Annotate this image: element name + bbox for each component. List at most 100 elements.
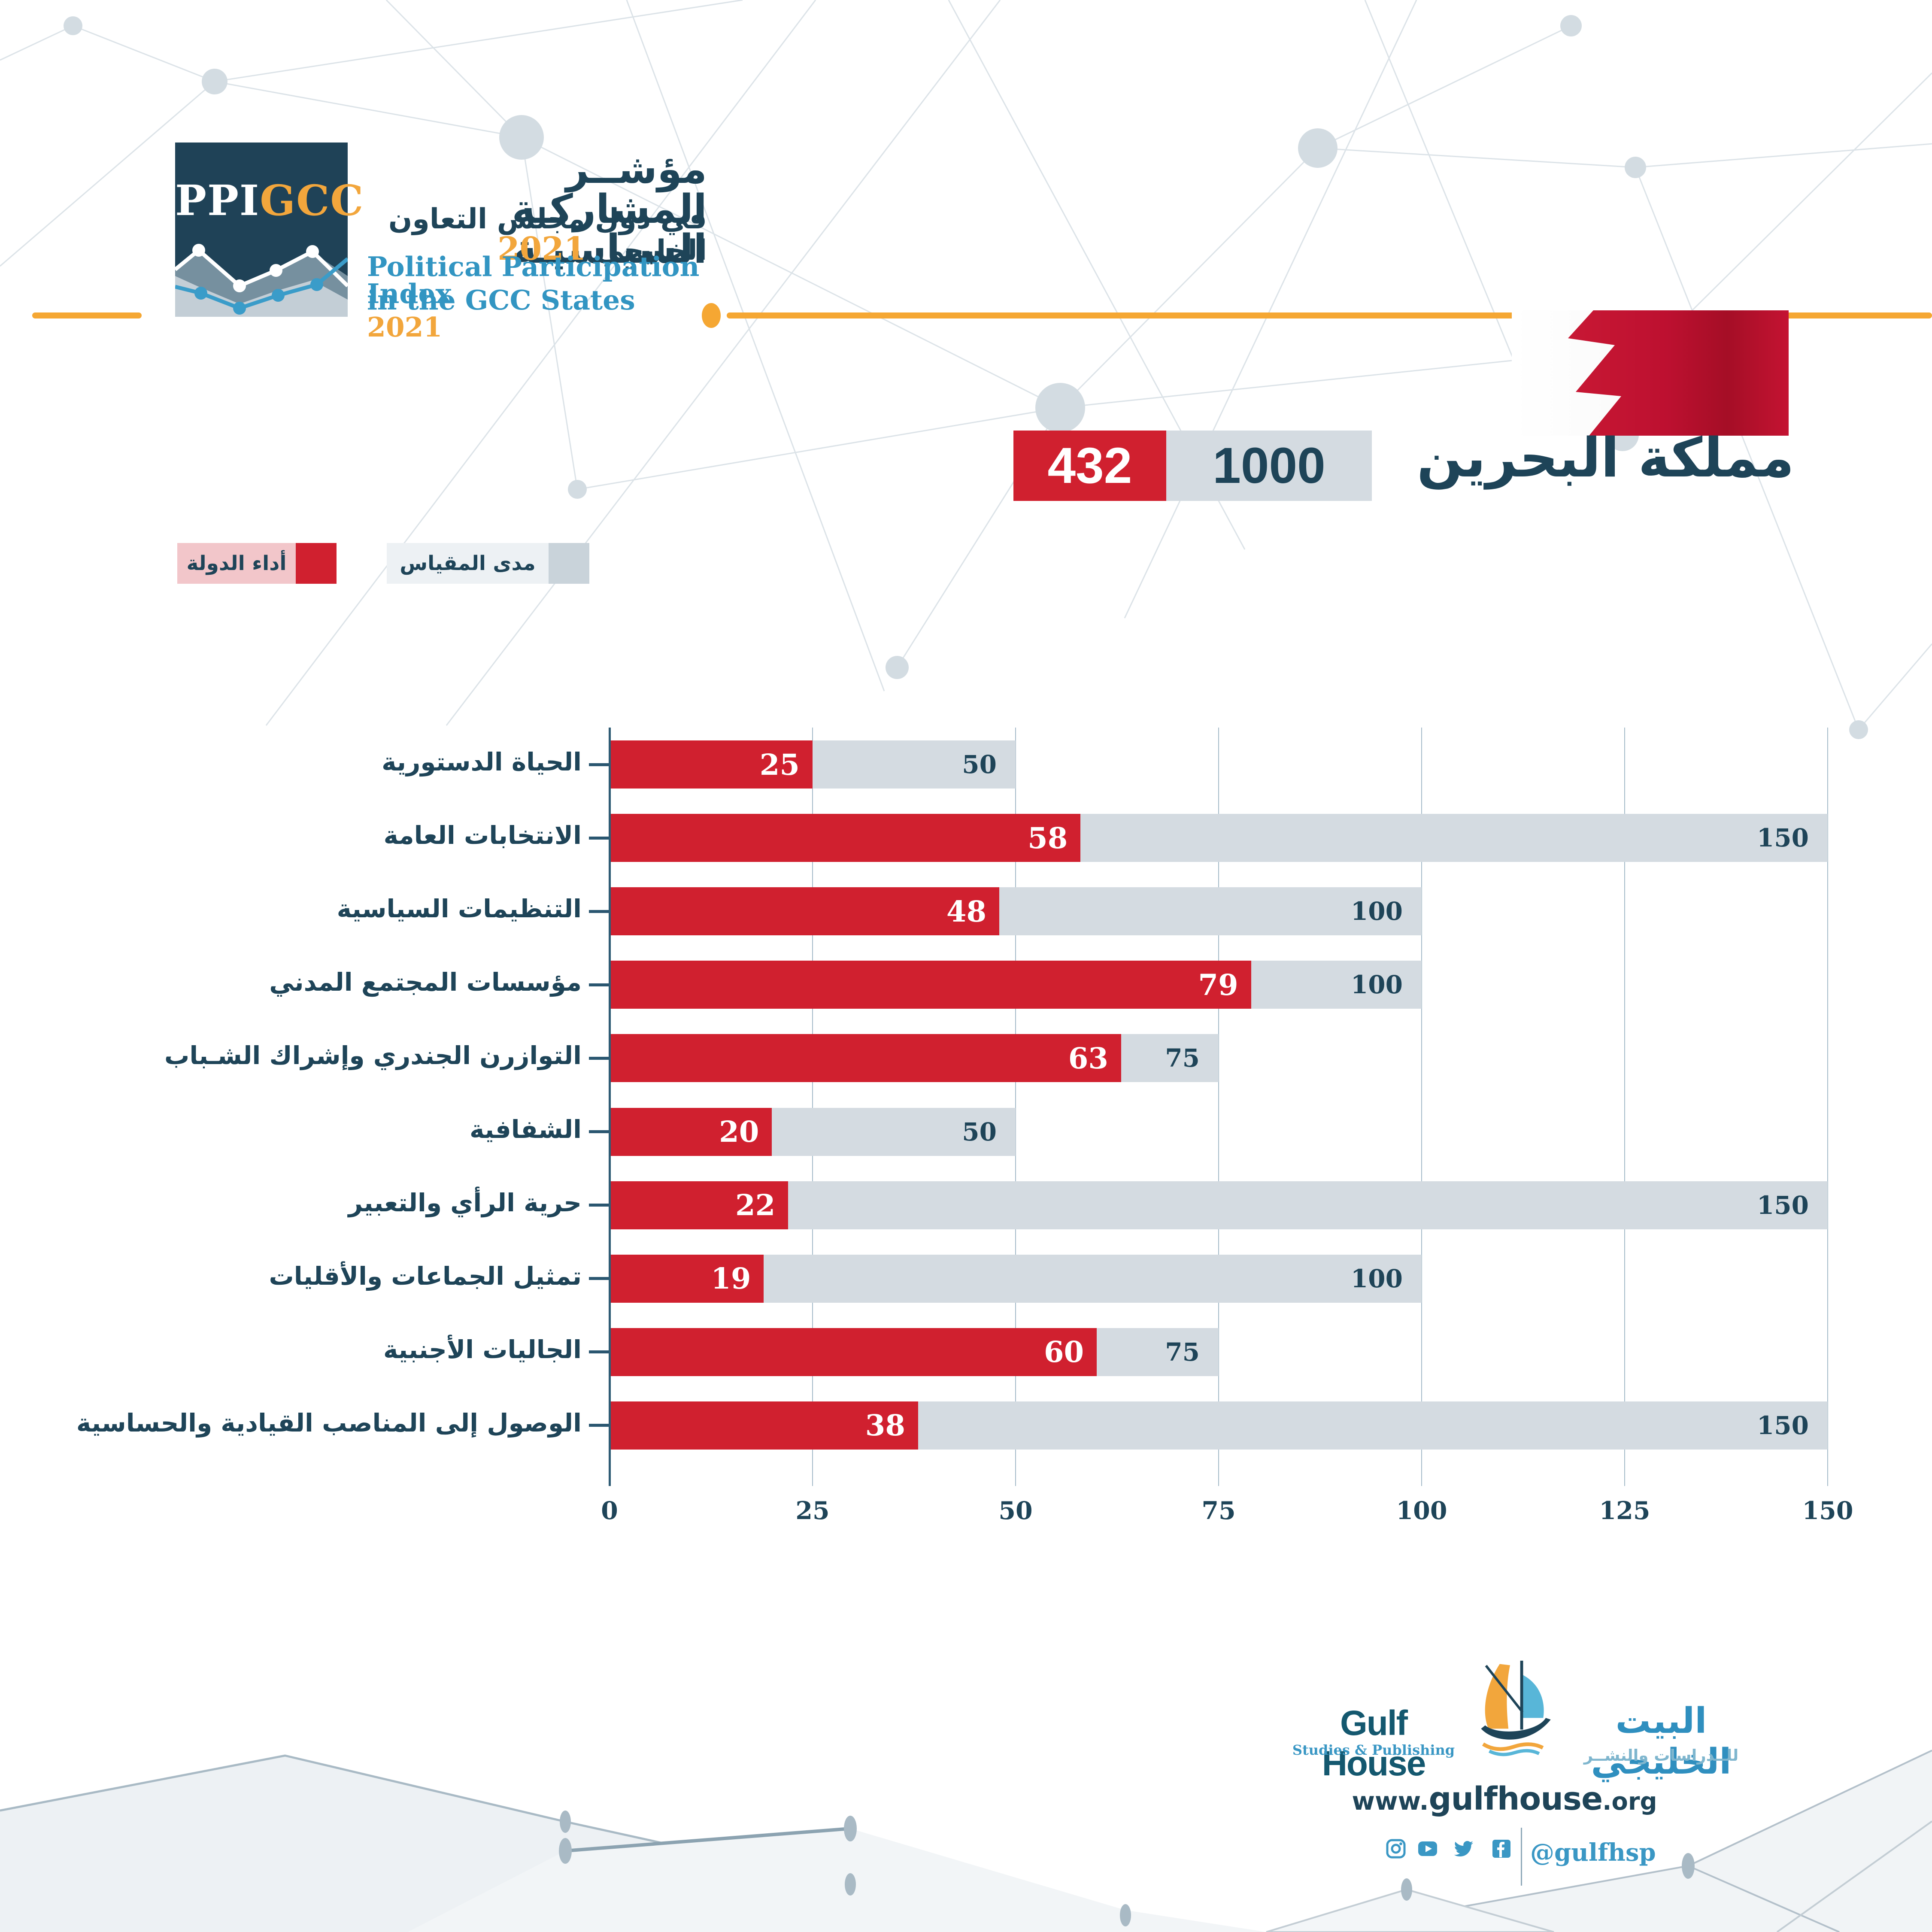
legend-country-performance-swatch — [296, 543, 337, 584]
website-tld: .org — [1602, 1788, 1657, 1816]
performance-bar: 58 — [610, 814, 1081, 862]
performance-bar: 19 — [610, 1254, 764, 1303]
category-tick — [589, 1056, 610, 1060]
orange-divider-dot — [702, 303, 721, 328]
gridline — [1218, 728, 1219, 1486]
logo-ppi: PPI — [175, 176, 260, 225]
website-name: gulfhouse — [1429, 1780, 1603, 1817]
category-tick — [589, 1204, 610, 1207]
title-arabic-line1: مؤشــر المشاركـة السياسيـة — [512, 146, 707, 272]
x-tick-label: 125 — [1599, 1496, 1650, 1525]
country-title: مملكة البحرين — [1416, 426, 1794, 489]
title-english-line1: Political Participation Index — [367, 251, 700, 309]
scale-max-label: 75 — [1165, 1337, 1200, 1367]
performance-value-label: 48 — [946, 894, 987, 928]
x-axis-line — [608, 728, 611, 1486]
performance-bar: 20 — [610, 1107, 772, 1156]
category-tick — [589, 983, 610, 986]
category-label: تمثيل الجماعات والأقليات — [269, 1261, 582, 1291]
gulf-house-subtitle-ar: للــدراسات والنشــر — [1583, 1746, 1739, 1765]
scale-max-label: 50 — [962, 1117, 997, 1146]
category-label: الوصول إلى المناصب القيادية والحساسية — [76, 1408, 582, 1438]
ppi-gcc-logo: PPIGCC — [175, 143, 364, 317]
performance-value-label: 79 — [1198, 968, 1238, 1002]
scale-max-label: 150 — [1756, 823, 1809, 853]
instagram-icon — [1386, 1839, 1406, 1859]
logo-linechart-graphic — [175, 244, 348, 317]
scale-max-label: 75 — [1165, 1043, 1200, 1073]
performance-bar: 22 — [610, 1181, 789, 1229]
performance-bar: 25 — [610, 740, 813, 789]
category-tick — [589, 910, 610, 913]
category-label: الانتخابات العامة — [383, 821, 582, 850]
category-tick — [589, 1130, 610, 1133]
gridline — [812, 728, 813, 1486]
category-tick — [589, 836, 610, 840]
scale-max-badge: 1000 — [1166, 431, 1372, 501]
gulf-house-name-en: Gulf House — [1322, 1704, 1426, 1783]
ppi-gcc-logo-text: PPIGCC — [175, 176, 364, 225]
country-score-badge: 432 — [1013, 431, 1166, 501]
social-divider — [1521, 1828, 1522, 1886]
performance-value-label: 58 — [1028, 821, 1068, 855]
category-tick — [589, 763, 610, 766]
x-tick-label: 100 — [1396, 1496, 1447, 1525]
performance-value-label: 20 — [719, 1115, 759, 1149]
social-handle: @gulfhsp — [1530, 1838, 1656, 1867]
category-tick — [589, 1350, 610, 1354]
category-label: مؤسسات المجتمع المدني — [269, 968, 582, 997]
gulf-house-name-ar: البيت الخليجي — [1591, 1701, 1732, 1782]
category-label: التوازرن الجندري وإشراك الشـباب — [164, 1041, 582, 1071]
scale-max-label: 50 — [962, 750, 997, 779]
bahrain-flag — [1512, 310, 1789, 436]
scale-bar: 150 — [610, 1181, 1828, 1229]
category-label: الجاليات الأجنبية — [383, 1335, 582, 1364]
gulf-house-subtitle-en: Studies & Publishing — [1292, 1742, 1455, 1758]
gulf-house-boat-icon — [1481, 1660, 1551, 1756]
scale-max-label: 150 — [1756, 1190, 1809, 1220]
title-english-line2: in the GCC States 2021 — [367, 284, 635, 343]
performance-value-label: 38 — [865, 1408, 905, 1443]
scale-max-label: 150 — [1756, 1410, 1809, 1440]
youtube-icon — [1418, 1841, 1437, 1856]
website-www: www. — [1352, 1786, 1429, 1816]
performance-bar: 79 — [610, 961, 1251, 1009]
scale-max-label: 100 — [1350, 897, 1403, 926]
x-tick-label: 25 — [795, 1496, 830, 1525]
facebook-icon — [1492, 1840, 1510, 1858]
performance-value-label: 22 — [735, 1188, 776, 1222]
category-tick — [589, 1277, 610, 1280]
performance-bar: 48 — [610, 887, 1000, 936]
title-english-year: 2021 — [367, 311, 443, 343]
legend-scale-range-swatch — [549, 543, 589, 584]
gridline — [1624, 728, 1625, 1486]
x-tick-label: 75 — [1201, 1496, 1236, 1525]
performance-value-label: 63 — [1068, 1041, 1108, 1075]
performance-value-label: 25 — [759, 747, 800, 782]
title-arabic-line2: في دول مجلس التعاون الخليجي 2021 — [388, 203, 707, 267]
scale-max-label: 100 — [1350, 970, 1403, 1000]
website-url: www.gulfhouse.org — [1333, 1780, 1676, 1817]
orange-divider-left — [32, 312, 142, 318]
performance-value-label: 60 — [1043, 1335, 1084, 1369]
performance-value-label: 19 — [711, 1262, 751, 1296]
category-tick — [589, 1424, 610, 1427]
gridline — [1827, 728, 1828, 1486]
legend-country-performance-label: أداء الدولة — [177, 543, 296, 584]
twitter-icon — [1454, 1841, 1473, 1856]
gridline — [1015, 728, 1016, 1486]
logo-gcc: GCC — [260, 176, 364, 225]
gridline — [1421, 728, 1422, 1486]
performance-bar: 63 — [610, 1034, 1121, 1083]
x-tick-label: 150 — [1802, 1496, 1853, 1525]
x-tick-label: 0 — [601, 1496, 618, 1525]
performance-bar: 60 — [610, 1328, 1097, 1376]
category-label: الشفافية — [469, 1114, 582, 1144]
scale-max-label: 100 — [1350, 1264, 1403, 1293]
category-label: حرية الرأي والتعبير — [348, 1188, 582, 1217]
performance-bar: 38 — [610, 1401, 918, 1450]
legend-scale-range-label: مدى المقياس — [387, 543, 549, 584]
